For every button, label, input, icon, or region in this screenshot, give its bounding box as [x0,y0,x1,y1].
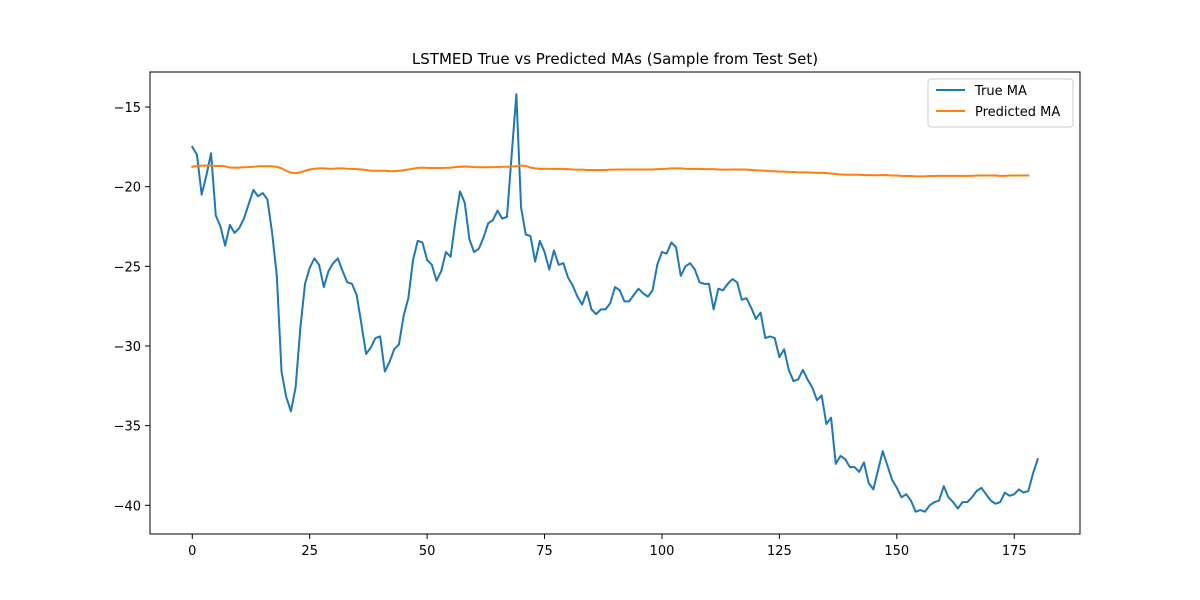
legend-label-predicted-ma: Predicted MA [975,105,1060,120]
legend: True MA Predicted MA [927,78,1074,128]
y-tick-label: −35 [114,420,141,435]
series-line-true-ma [190,93,1039,513]
series-layer [190,93,1039,513]
x-tick-label: 175 [1002,544,1027,559]
x-tick-label: 100 [650,544,675,559]
chart-title: LSTMED True vs Predicted MAs (Sample fro… [412,50,818,68]
x-tick-label: 0 [188,544,196,559]
x-tick-label: 25 [301,544,318,559]
x-axis: 0 25 50 75 100 125 150 175 [188,534,1027,559]
y-tick-label: −30 [114,340,141,355]
series-line-predicted-ma [191,164,1030,178]
legend-label-true-ma: True MA [974,84,1027,99]
plot-frame [149,71,1081,535]
y-tick-label: −15 [114,101,141,116]
y-tick-label: −40 [114,499,141,514]
y-tick-label: −25 [114,260,141,275]
y-axis: −15 −20 −25 −30 −35 −40 [114,101,150,514]
x-tick-label: 75 [536,544,553,559]
x-tick-label: 150 [884,544,909,559]
x-tick-label: 50 [419,544,436,559]
x-tick-label: 125 [767,544,792,559]
y-tick-label: −20 [114,181,141,196]
